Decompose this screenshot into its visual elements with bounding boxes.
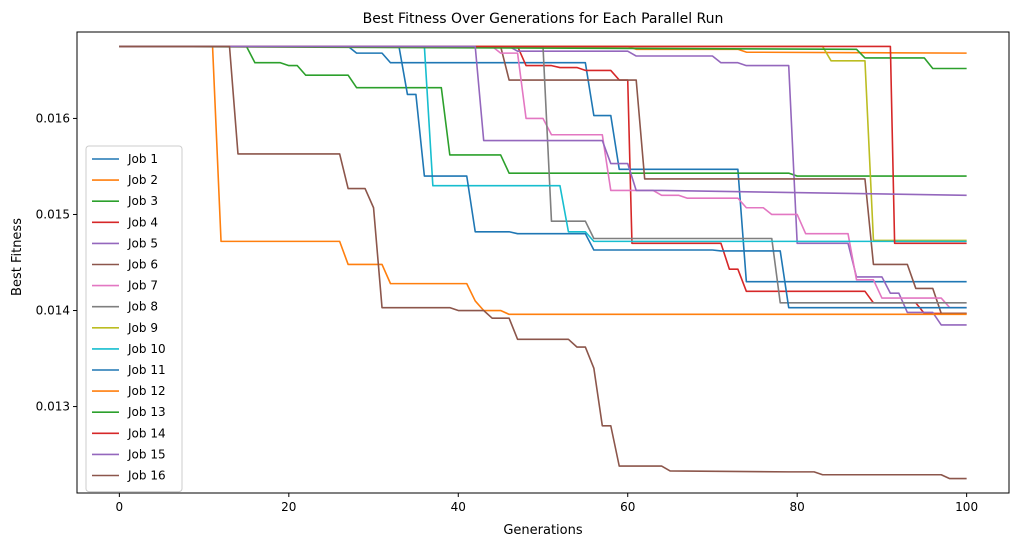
x-tick-label: 80 [790, 500, 805, 514]
series-line-job-10 [119, 45, 967, 243]
series-line-job-11 [119, 45, 967, 309]
legend-label: Job 2 [127, 173, 158, 187]
legend: Job 1 Job 2 Job 3 Job 4 Job 5 Job 6 Job 7 Job 8… [85, 145, 183, 493]
legend-label: Job 1 [127, 152, 158, 166]
y-tick-label: 0.014 [36, 304, 70, 318]
y-tick-label: 0.016 [36, 111, 70, 125]
x-axis-label: Generations [503, 523, 583, 538]
series-line-job-3 [119, 45, 967, 177]
legend-label: Job 15 [127, 447, 166, 461]
series-line-job-6 [119, 45, 967, 315]
y-axis-label: Best Fitness [10, 218, 25, 296]
legend-label: Job 5 [127, 236, 158, 250]
legend-label: Job 14 [127, 426, 166, 440]
plot-frame [76, 31, 1010, 494]
series-line-job-9 [119, 45, 967, 242]
x-axis: 0 20 40 60 80 100 [116, 493, 978, 514]
y-tick-label: 0.015 [36, 207, 70, 221]
legend-label: Job 8 [127, 300, 158, 314]
legend-label: Job 9 [127, 321, 158, 335]
x-tick-label: 0 [116, 500, 124, 514]
x-tick-label: 60 [620, 500, 635, 514]
series-line-job-5 [119, 45, 967, 326]
y-axis: 0.013 0.014 0.015 0.016 [36, 111, 77, 414]
series-line-job-14 [119, 45, 967, 245]
legend-label: Job 13 [127, 405, 166, 419]
legend-label: Job 11 [127, 363, 166, 377]
legend-label: Job 3 [127, 194, 158, 208]
x-tick-label: 40 [451, 500, 466, 514]
series-line-job-4 [119, 45, 967, 315]
series-line-job-1 [119, 45, 967, 283]
legend-label: Job 10 [127, 342, 166, 356]
series-line-job-8 [119, 45, 967, 304]
legend-label: Job 6 [127, 258, 158, 272]
series-line-job-13 [119, 45, 967, 70]
series-line-job-12 [119, 45, 967, 316]
x-tick-label: 20 [281, 500, 296, 514]
series-line-job-15 [119, 45, 967, 197]
series-line-job-7 [119, 45, 967, 309]
legend-label: Job 12 [127, 384, 166, 398]
x-tick-label: 100 [955, 500, 978, 514]
legend-label: Job 16 [127, 469, 166, 483]
legend-label: Job 7 [127, 279, 158, 293]
plot-area [76, 31, 1010, 494]
series-line-job-16 [119, 45, 967, 480]
y-tick-label: 0.013 [36, 400, 70, 414]
chart-title: Best Fitness Over Generations for Each P… [363, 11, 724, 27]
legend-box [85, 145, 183, 493]
legend-label: Job 4 [127, 215, 158, 229]
